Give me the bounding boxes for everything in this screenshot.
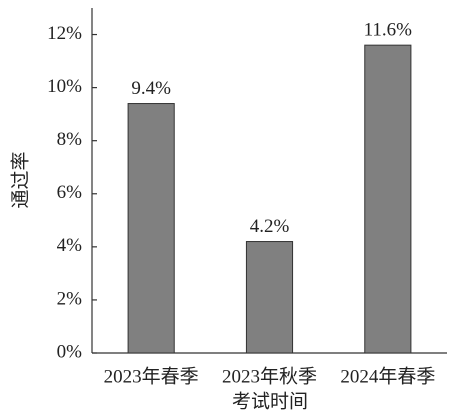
y-tick-label: 12%	[47, 23, 82, 44]
value-label: 9.4%	[131, 78, 171, 99]
y-axis-label: 通过率	[9, 151, 31, 208]
y-tick-label: 2%	[57, 288, 83, 309]
y-tick-label: 6%	[57, 182, 83, 203]
x-tick-label: 2023年秋季	[222, 365, 317, 387]
y-tick-label: 10%	[47, 76, 82, 97]
x-axis-label: 考试时间	[232, 390, 308, 412]
bar	[364, 44, 412, 354]
y-tick-label: 8%	[57, 129, 83, 150]
x-tick-label: 2023年春季	[104, 365, 199, 387]
y-tick-label: 4%	[57, 235, 83, 256]
value-label: 11.6%	[364, 20, 413, 41]
bar	[127, 103, 175, 354]
x-tick-label: 2024年春季	[340, 365, 435, 387]
bar	[245, 241, 294, 354]
value-label: 4.2%	[250, 216, 290, 237]
y-tick-label: 0%	[57, 341, 83, 362]
